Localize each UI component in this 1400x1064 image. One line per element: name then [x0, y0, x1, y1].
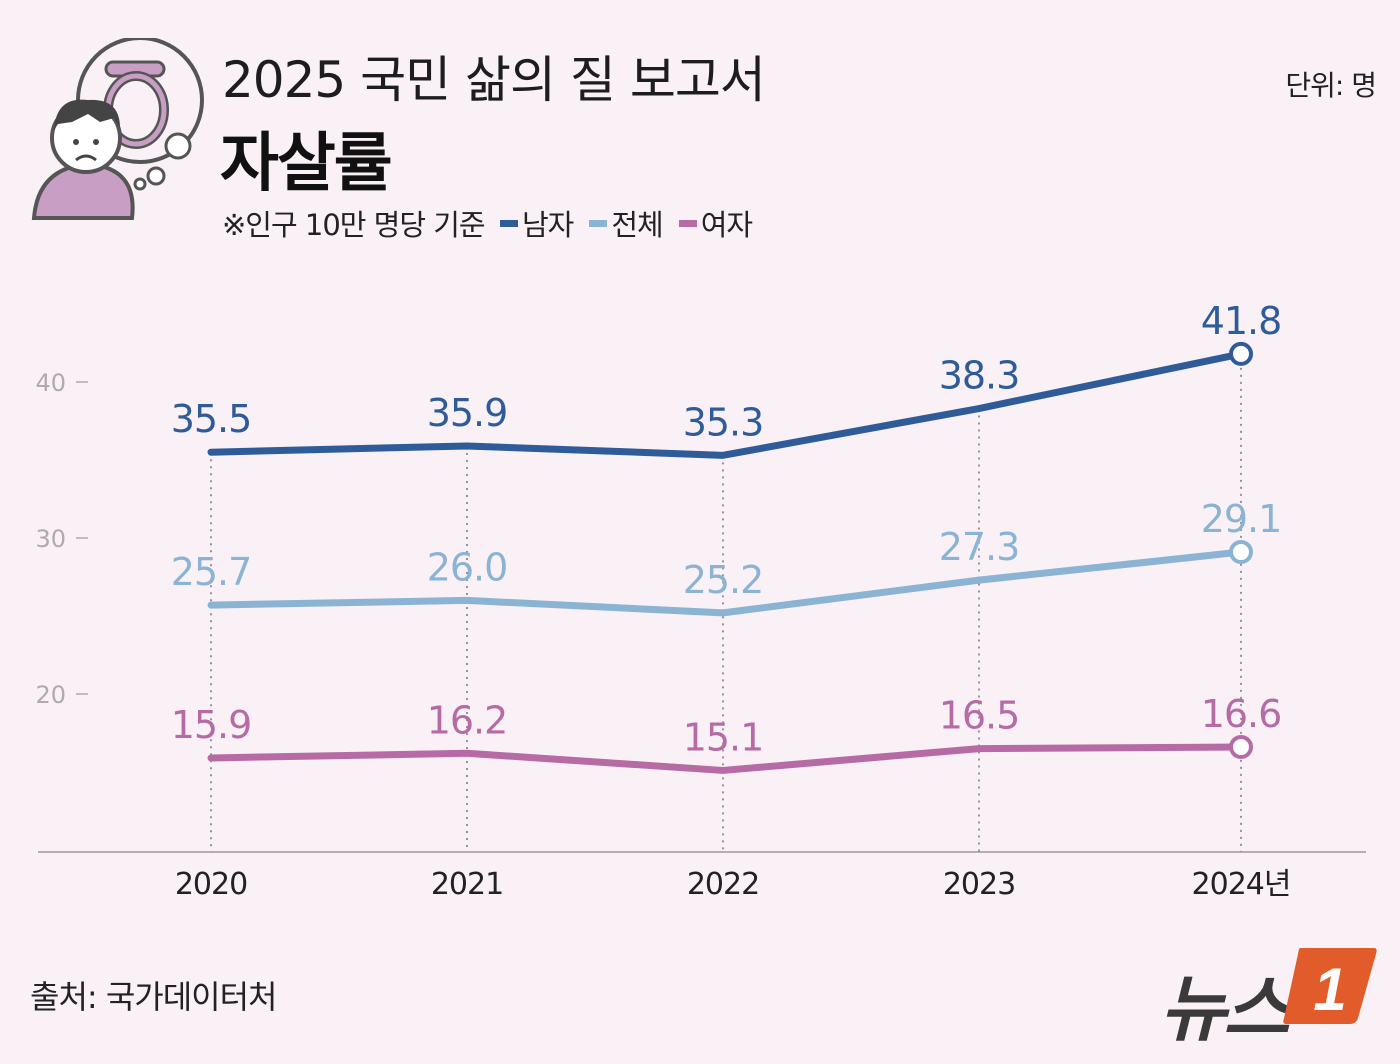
legend-item-total: 전체: [589, 202, 664, 244]
data-point: [466, 444, 468, 447]
y-tick-label: 40: [35, 369, 66, 397]
x-tick-label: 2020: [175, 867, 247, 902]
legend-item-female: 여자: [678, 202, 753, 244]
end-point-marker: [1229, 735, 1253, 760]
chart-title: 자살률: [220, 127, 393, 201]
end-point-marker: [1229, 341, 1253, 366]
data-label: 35.5: [171, 397, 252, 441]
data-label: 16.2: [427, 698, 508, 742]
sad-person-illustration: [31, 38, 204, 220]
data-label: 16.6: [1201, 692, 1282, 736]
data-label: 26.0: [427, 545, 508, 589]
data-point: [210, 451, 212, 454]
data-label: 29.1: [1201, 497, 1282, 541]
data-point: [722, 454, 724, 457]
source-label: 출처: 국가데이터처: [30, 978, 277, 1016]
x-tick-label: 2023: [943, 867, 1015, 902]
data-label: 16.5: [939, 694, 1020, 738]
legend-swatch-total: [589, 219, 608, 227]
data-point: [210, 756, 212, 759]
x-tick-label: 2022: [687, 867, 759, 902]
basis-note: ※인구 10만 명당 기준: [222, 208, 486, 242]
report-title: 2025 국민 삶의 질 보고서: [222, 51, 766, 109]
legend-swatch-female: [678, 219, 697, 227]
legend-label-male: 남자: [522, 208, 574, 242]
data-label: 15.1: [683, 715, 764, 759]
data-point: [210, 604, 212, 607]
y-tick-label: 20: [35, 681, 66, 709]
legend-swatch-male: [500, 219, 518, 227]
data-label: 27.3: [939, 525, 1020, 569]
y-tick-label: 30: [35, 525, 66, 553]
legend: 남자 전체 여자: [500, 202, 753, 244]
data-point: [978, 407, 980, 410]
data-label: 38.3: [939, 354, 1020, 398]
logo-badge-icon: 1: [1283, 948, 1377, 1024]
legend-item-male: 남자: [500, 202, 574, 244]
data-point: [978, 747, 980, 750]
data-label: 25.7: [171, 550, 252, 594]
x-tick-label: 2024년: [1192, 867, 1291, 902]
data-point: [722, 611, 724, 614]
logo-wordmark: 뉴스: [1160, 967, 1289, 1051]
logo-badge-text: 1: [1313, 956, 1346, 1023]
data-label: 35.9: [427, 391, 508, 435]
data-label: 15.9: [171, 703, 252, 747]
data-label: 25.2: [683, 558, 764, 602]
unit-label: 단위: 명: [1285, 69, 1377, 102]
legend-label-female: 여자: [700, 208, 753, 242]
data-point: [466, 599, 468, 602]
end-point-marker: [1229, 540, 1253, 565]
data-label: 35.3: [683, 400, 764, 444]
data-point: [978, 579, 980, 582]
legend-label-total: 전체: [611, 208, 663, 242]
data-point: [722, 769, 724, 772]
data-point: [466, 752, 468, 755]
data-label: 41.8: [1201, 299, 1282, 343]
x-tick-label: 2021: [431, 867, 503, 902]
